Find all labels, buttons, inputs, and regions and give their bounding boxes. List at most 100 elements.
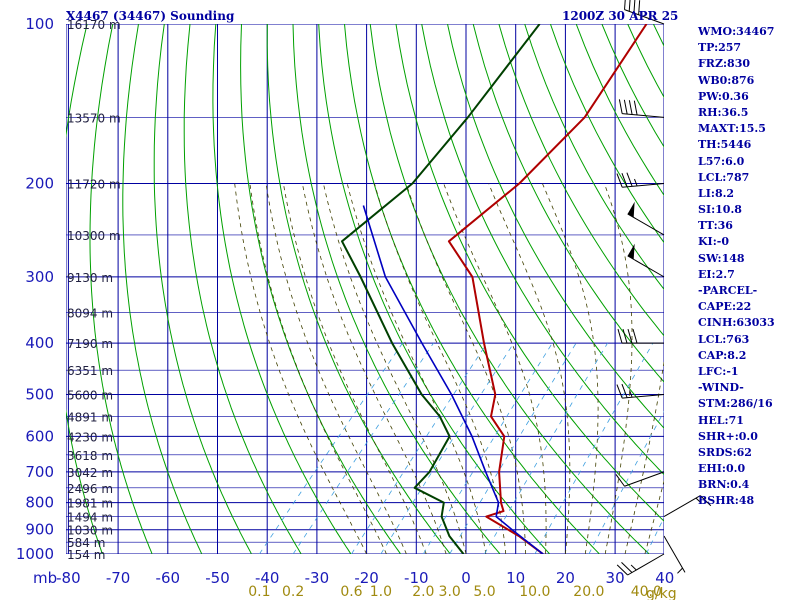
stat-item: SRDS:62 — [698, 445, 752, 459]
pressure-tick-label: 900 — [25, 521, 54, 539]
moist-adiabat — [443, 183, 547, 554]
mixing-ratio-label: 0.1 — [248, 584, 270, 600]
moist-adiabat — [624, 359, 664, 554]
mixing-ratio-label: 2.0 — [412, 584, 434, 600]
wind-barb — [624, 0, 665, 25]
dry-adiabat — [498, 24, 664, 337]
pressure-tick-label: 500 — [25, 385, 54, 403]
dry-adiabats — [66, 24, 664, 554]
height-label: 10300 m — [67, 229, 121, 243]
pressure-tick-label: 800 — [25, 494, 54, 512]
moist-adiabat — [603, 183, 633, 554]
pressure-tick-label: 100 — [25, 15, 54, 33]
dewpoint-profile — [341, 24, 541, 554]
stat-item: LI:8.2 — [698, 186, 735, 200]
height-label: 9130 m — [67, 271, 113, 285]
wind-barb — [618, 99, 665, 118]
moist-adiabat — [302, 183, 447, 554]
moist-adiabat — [249, 183, 387, 554]
stats-panel: WMO:34467 TP:257 FRZ:830 WB0:876 PW:0.36 RH:3… — [698, 24, 775, 510]
height-label: 13570 m — [67, 111, 121, 125]
mixing-ratio-lines — [259, 342, 664, 554]
dry-adiabat — [524, 24, 664, 291]
wind-barb — [627, 243, 665, 278]
dry-adiabat — [266, 24, 451, 554]
height-label: 7190 m — [67, 337, 113, 351]
height-label: 3042 m — [67, 466, 113, 480]
dry-adiabat — [66, 24, 103, 554]
stat-item: CAPE:22 — [698, 300, 752, 314]
stat-item: TT:36 — [698, 219, 733, 233]
dry-adiabat — [447, 24, 664, 429]
mixing-ratio-line — [449, 342, 577, 554]
height-label: 4230 m — [67, 430, 113, 444]
wind-barb — [627, 201, 665, 236]
height-label: 2496 m — [67, 482, 113, 496]
height-label: 11720 m — [67, 178, 121, 192]
mixing-ratio-label: 3.0 — [439, 584, 461, 600]
stat-item: LFC:-1 — [698, 364, 739, 378]
temperature-tick-label: 40 — [655, 569, 674, 587]
height-label: 6351 m — [67, 364, 113, 378]
temperature-tick-label: -70 — [106, 569, 131, 587]
mixing-ratio-label: 40.0 — [631, 584, 662, 600]
stat-item: SI:10.8 — [698, 203, 742, 217]
dry-adiabat — [89, 24, 153, 554]
dry-adiabat — [212, 24, 352, 554]
height-label: 1030 m — [67, 524, 113, 538]
mixing-ratio-label: 0.6 — [340, 584, 362, 600]
sounding-time: 1200Z 30 APR 25 — [562, 9, 679, 23]
mixing-ratio-label: 5.0 — [473, 584, 495, 600]
stat-item: -WIND- — [698, 381, 744, 395]
temperature-tick-label: -50 — [205, 569, 230, 587]
pressure-tick-label: 600 — [25, 427, 54, 445]
wind-barb — [615, 471, 665, 487]
stat-item: HEL:71 — [698, 413, 744, 427]
stat-item: MAXT:15.5 — [698, 122, 766, 136]
profile-lines — [341, 24, 648, 554]
temperature-tick-label: -20 — [354, 569, 379, 587]
height-label: 584 m — [67, 536, 105, 550]
moist-adiabat — [488, 183, 571, 554]
stat-item: STM:286/16 — [698, 397, 773, 411]
stat-item: BRN:0.4 — [698, 478, 750, 492]
mixing-ratio-label: 20.0 — [573, 584, 604, 600]
temperature-tick-label: 10 — [506, 569, 525, 587]
dry-adiabat — [153, 24, 252, 554]
height-label: 16170 m — [67, 18, 121, 32]
dry-adiabat — [183, 24, 302, 554]
dry-adiabat — [549, 24, 664, 244]
mixing-ratio-unit: g/kg — [646, 586, 677, 600]
stat-item: TH:5446 — [698, 138, 752, 152]
pressure-tick-label: 700 — [25, 463, 54, 481]
dry-adiabat — [122, 24, 203, 554]
stat-item: LCL:787 — [698, 170, 750, 184]
wind-barb — [663, 495, 712, 518]
pressure-tick-label: 200 — [25, 175, 54, 193]
height-label: 1494 m — [67, 511, 113, 525]
stat-item: LCL:763 — [698, 332, 750, 346]
dry-adiabat — [292, 24, 501, 554]
temperature-tick-label: -40 — [255, 569, 280, 587]
stat-item: CAP:8.2 — [698, 348, 747, 362]
mixing-ratio-line — [588, 410, 664, 554]
stat-item: PW:0.36 — [698, 89, 749, 103]
wind-barbs — [615, 0, 712, 576]
temperature-tick-label: 0 — [461, 569, 471, 587]
moist-adiabat — [542, 183, 599, 554]
mixing-ratio-label: 1.0 — [370, 584, 392, 600]
dry-adiabat — [240, 24, 402, 554]
temperature-tick-label: -60 — [156, 569, 181, 587]
wind-barb — [617, 328, 664, 344]
stat-item: FRZ:830 — [698, 57, 751, 71]
stat-item: RH:36.5 — [698, 105, 749, 119]
pressure-tick-label: 400 — [25, 334, 54, 352]
stat-item: SW:148 — [698, 251, 745, 265]
moist-adiabat — [234, 183, 367, 554]
height-label: 3618 m — [67, 449, 113, 463]
mixing-ratio-label: 10.0 — [519, 584, 550, 600]
moist-adiabat — [265, 183, 407, 554]
mixing-ratio-label: 0.2 — [282, 584, 304, 600]
